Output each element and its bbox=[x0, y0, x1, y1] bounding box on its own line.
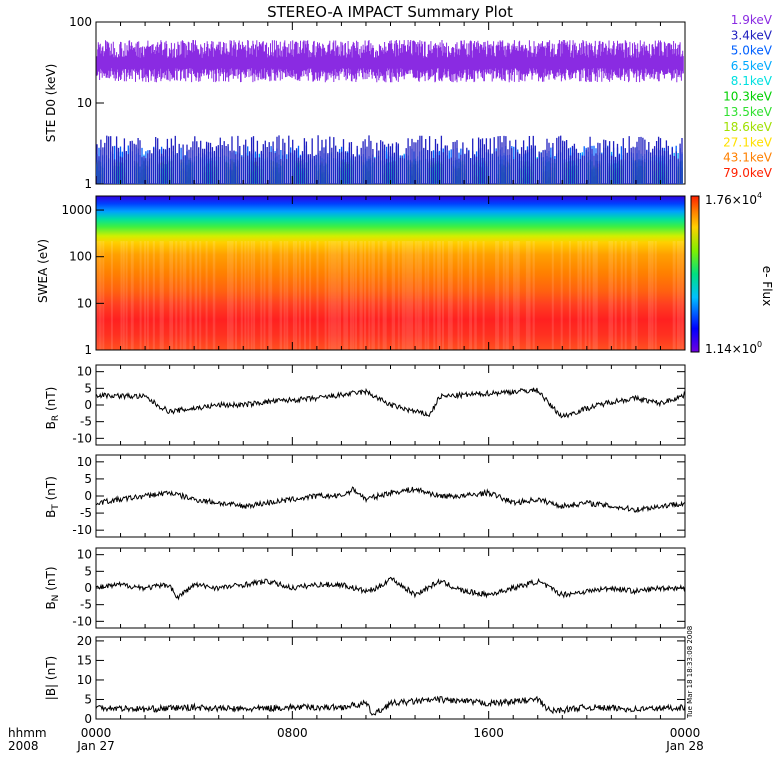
ste-ytick-label: 100 bbox=[69, 15, 92, 29]
ste-series-1.9keV bbox=[96, 40, 684, 83]
bn-trace bbox=[95, 576, 686, 601]
bt-ytick-label: 5 bbox=[84, 472, 92, 486]
swea-ytick-label: 1 bbox=[84, 343, 92, 357]
xaxis-left-label-top: hhmm bbox=[8, 726, 47, 740]
legend-entry-79.0keV: 79.0keV bbox=[723, 166, 773, 180]
swea-ytick-label: 100 bbox=[69, 250, 92, 264]
ste-ylabel: STE D0 (keV) bbox=[44, 64, 58, 143]
bt-panel: BT (nT) -10 -5 0 5 10 bbox=[44, 454, 686, 538]
br-ytick-label: -5 bbox=[80, 415, 92, 429]
legend-entry-18.6keV: 18.6keV bbox=[723, 120, 773, 134]
xtick-date-label: Jan 27 bbox=[76, 739, 115, 753]
legend-entry-8.1keV: 8.1keV bbox=[731, 74, 773, 88]
swea-ytick-label: 10 bbox=[77, 296, 92, 310]
colorbar-label: e- Flux bbox=[760, 266, 774, 306]
br-ytick-label: -10 bbox=[72, 431, 92, 445]
xtick-label: 0000 bbox=[670, 726, 701, 740]
bn-panel: BN (nT) -10 -5 0 5 10 bbox=[44, 547, 686, 629]
bmag-ytick-label: 15 bbox=[77, 653, 92, 667]
br-ytick-label: 10 bbox=[77, 365, 92, 379]
ste-series-3.4keV bbox=[96, 135, 683, 184]
swea-texture bbox=[95, 241, 684, 350]
legend-entry-43.1keV: 43.1keV bbox=[723, 151, 773, 165]
bn-ytick-label: -5 bbox=[80, 598, 92, 612]
bmag-ytick-label: 20 bbox=[77, 634, 92, 648]
bt-ylabel: BT (nT) bbox=[44, 476, 61, 518]
bt-ytick-label: 10 bbox=[77, 455, 92, 469]
xtick-label: 1600 bbox=[473, 726, 504, 740]
legend-entry-27.1keV: 27.1keV bbox=[723, 135, 773, 149]
br-ytick-label: 0 bbox=[84, 398, 92, 412]
swea-ylabel: SWEA (eV) bbox=[36, 239, 50, 303]
generation-timestamp: Tue Mar 18 18:33:08 2008 bbox=[686, 626, 694, 719]
xtick-label: 0000 bbox=[81, 726, 112, 740]
bn-frame bbox=[95, 547, 686, 629]
bt-ytick-label: 0 bbox=[84, 489, 92, 503]
xaxis-left-label-bottom: 2008 bbox=[8, 739, 39, 753]
legend-entry-10.3keV: 10.3keV bbox=[723, 90, 773, 104]
xtick-label: 0800 bbox=[277, 726, 308, 740]
swea-heatmap bbox=[96, 196, 685, 350]
bn-ytick-label: 0 bbox=[84, 581, 92, 595]
colorbar-min-label: 1.14×100 bbox=[705, 340, 762, 356]
ste-ytick-label: 10 bbox=[77, 96, 92, 110]
bt-ytick-label: -10 bbox=[72, 523, 92, 537]
bmag-ylabel: |B| (nT) bbox=[44, 656, 58, 700]
colorbar bbox=[690, 195, 700, 353]
bmag-ytick-label: 0 bbox=[84, 712, 92, 726]
br-ytick-label: 5 bbox=[84, 381, 92, 395]
legend-entry-5.0keV: 5.0keV bbox=[731, 44, 773, 58]
bn-ytick-label: -10 bbox=[72, 614, 92, 628]
swea-panel: SWEA (eV) e- Flux 1.76×104 1.14×100 1 10 1… bbox=[36, 191, 774, 357]
br-trace bbox=[95, 387, 686, 419]
bn-ytick-label: 10 bbox=[77, 548, 92, 562]
bmag-ytick-label: 5 bbox=[84, 692, 92, 706]
bmag-panel: |B| (nT) Tue Mar 18 18:33:08 2008 0 5 10 15… bbox=[44, 626, 694, 726]
bn-ytick-label: 5 bbox=[84, 564, 92, 578]
bt-ytick-label: -5 bbox=[80, 506, 92, 520]
colorbar-max-label: 1.76×104 bbox=[705, 191, 762, 207]
bmag-ytick-label: 10 bbox=[77, 673, 92, 687]
ste-panel: STE D0 (keV) 1 10 100 bbox=[44, 15, 686, 191]
ste-ytick-label: 1 bbox=[84, 177, 92, 191]
swea-ytick-label: 1000 bbox=[61, 203, 92, 217]
br-panel: BR (nT) -10 -5 0 5 10 bbox=[44, 364, 686, 446]
legend-entry-6.5keV: 6.5keV bbox=[731, 59, 773, 73]
plot-title: STEREO-A IMPACT Summary Plot bbox=[267, 3, 513, 21]
legend-entry-13.5keV: 13.5keV bbox=[723, 105, 773, 119]
br-ylabel: BR (nT) bbox=[44, 387, 61, 430]
xtick-date-label: Jan 28 bbox=[665, 739, 704, 753]
bmag-trace bbox=[95, 695, 686, 716]
bt-trace bbox=[95, 486, 686, 513]
bn-ylabel: BN (nT) bbox=[44, 566, 61, 609]
legend-entry-3.4keV: 3.4keV bbox=[731, 28, 773, 42]
legend-entry-1.9keV: 1.9keV bbox=[731, 13, 773, 27]
